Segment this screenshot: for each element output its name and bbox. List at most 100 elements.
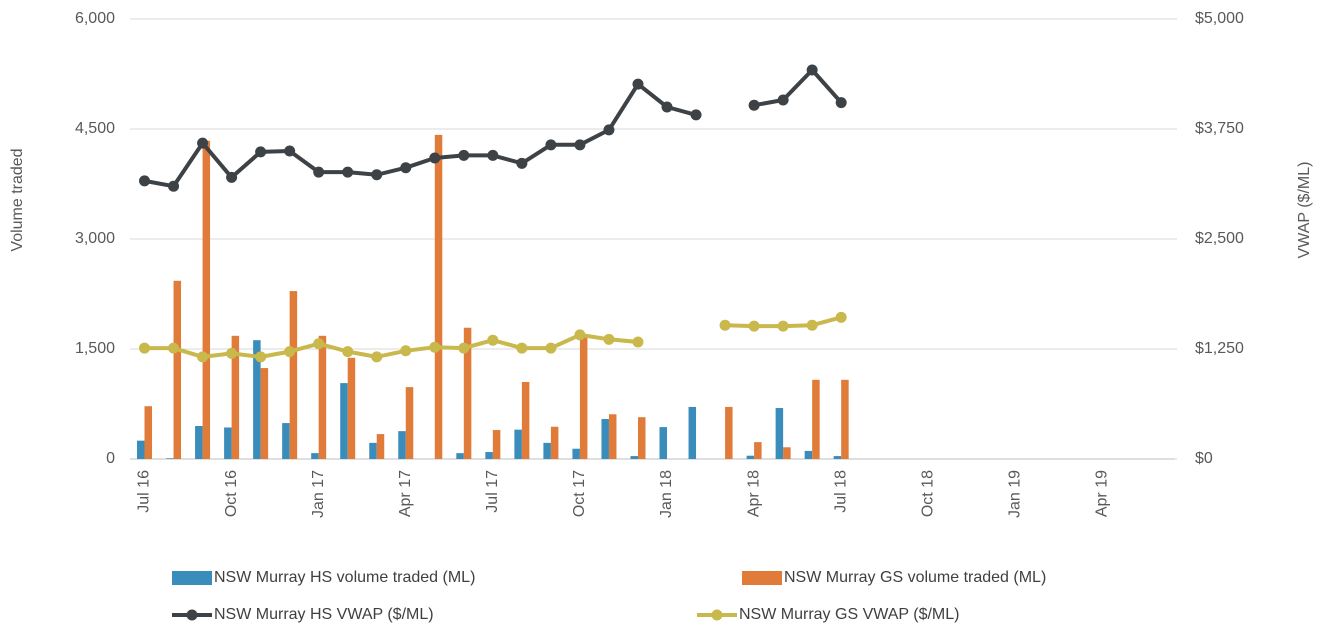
bar: [166, 458, 174, 459]
bar: [434, 134, 443, 459]
x-tick-label: Apr 19: [1094, 470, 1111, 517]
line-point: [661, 101, 673, 113]
y-tick-label: 1,500: [75, 340, 115, 357]
line-point: [777, 320, 789, 332]
bar: [601, 419, 609, 459]
line-point: [545, 139, 557, 151]
line-point: [342, 166, 354, 178]
line-point: [429, 152, 441, 164]
bar: [463, 327, 472, 459]
line-point: [313, 338, 325, 350]
legend-swatch: [172, 571, 212, 585]
line-point: [574, 329, 586, 341]
bar: [173, 280, 182, 459]
bar: [376, 434, 385, 459]
x-tick-label: Jul 16: [136, 470, 153, 513]
y-tick-label: 4,500: [75, 120, 115, 137]
line-point: [835, 97, 847, 109]
bar: [231, 335, 240, 459]
line-point: [284, 145, 296, 157]
bar: [659, 427, 668, 459]
legend-label: NSW Murray GS VWAP ($/ML): [739, 606, 959, 623]
line-point: [139, 342, 151, 354]
line-point: [255, 146, 267, 158]
line-point: [835, 311, 847, 323]
line-point: [777, 94, 789, 106]
bar: [202, 140, 211, 459]
bar: [492, 430, 501, 459]
bar: [282, 423, 290, 459]
bar: [543, 442, 551, 459]
line-point: [516, 342, 528, 354]
line-point: [255, 351, 267, 363]
line-point: [603, 333, 615, 345]
bar: [318, 335, 327, 459]
line-point: [429, 341, 441, 353]
legend-label: NSW Murray HS volume traded (ML): [214, 569, 475, 586]
y2-tick-label: $5,000: [1195, 10, 1244, 27]
line-point: [197, 351, 209, 363]
bar: [783, 447, 791, 459]
line-point: [284, 346, 296, 358]
line-point: [690, 109, 702, 121]
y2-tick-label: $3,750: [1195, 120, 1244, 137]
legend-label: NSW Murray HS VWAP ($/ML): [214, 606, 434, 623]
line-point: [545, 342, 557, 354]
line-point: [226, 171, 238, 183]
line-point: [313, 166, 325, 178]
y2-tick-label: $1,250: [1195, 340, 1244, 357]
line-point: [168, 180, 180, 192]
line-point: [632, 336, 644, 348]
line-point: [603, 124, 615, 136]
line: [144, 68, 843, 189]
bar: [144, 406, 153, 459]
bar: [841, 379, 849, 459]
x-tick-label: Jan 17: [310, 470, 327, 518]
y2-tick-label: $2,500: [1195, 230, 1244, 247]
bar: [550, 426, 559, 459]
y-tick-label: 0: [106, 450, 115, 467]
line-point: [342, 346, 354, 358]
bar: [260, 368, 269, 459]
line-point: [516, 157, 528, 169]
line-point: [574, 139, 586, 151]
bar: [340, 383, 348, 459]
bar: [804, 450, 813, 459]
legend-swatch: [742, 571, 782, 585]
x-tick-label: Oct 18: [919, 470, 936, 517]
bar: [754, 442, 762, 459]
line-point: [168, 342, 180, 354]
bar: [311, 453, 319, 459]
bar: [572, 448, 580, 459]
x-tick-label: Jul 17: [484, 470, 501, 513]
bar: [775, 408, 784, 459]
legend-label: NSW Murray GS volume traded (ML): [784, 569, 1046, 586]
bar: [369, 442, 377, 459]
line-point: [371, 351, 383, 363]
bar: [630, 456, 638, 459]
line-point: [748, 99, 760, 111]
legend-marker: [186, 609, 198, 621]
y-axis-label: Volume traded: [9, 148, 26, 251]
bar: [456, 453, 464, 459]
line-point: [748, 320, 760, 332]
bar: [688, 406, 697, 459]
line-point: [719, 319, 731, 331]
line-point: [400, 345, 412, 357]
line-point: [226, 347, 238, 359]
x-tick-label: Oct 17: [571, 470, 588, 517]
bar: [833, 456, 842, 459]
y-tick-label: 3,000: [75, 230, 115, 247]
line-point: [139, 175, 151, 187]
bar: [224, 427, 232, 459]
x-tick-label: Jan 18: [658, 470, 675, 518]
bar: [812, 379, 820, 459]
y2-axis-label: VWAP ($/ML): [1296, 162, 1313, 259]
bar: [579, 335, 588, 459]
x-tick-label: Oct 16: [223, 470, 240, 517]
line-point: [458, 342, 470, 354]
x-tick-label: Apr 17: [397, 470, 414, 517]
x-tick-label: Jan 19: [1007, 470, 1024, 518]
y2-tick-label: $0: [1195, 450, 1213, 467]
